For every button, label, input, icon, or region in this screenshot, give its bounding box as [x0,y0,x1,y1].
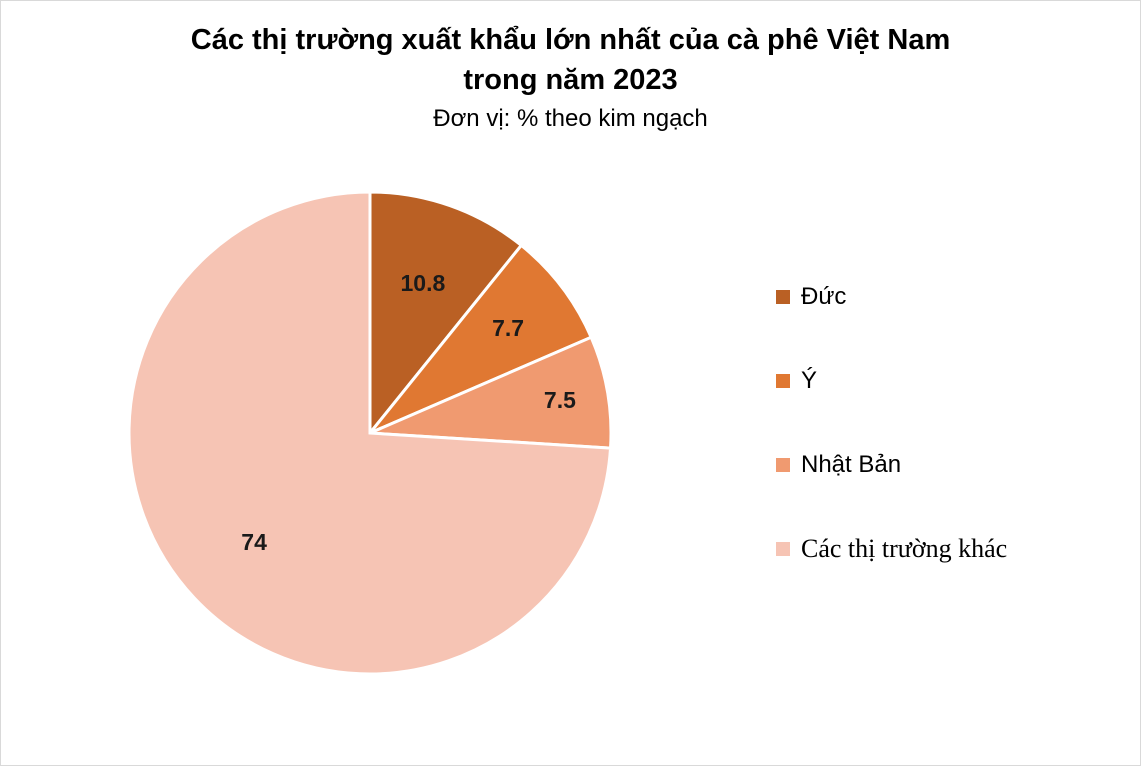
legend-label-y: Ý [801,367,818,394]
pie-slice-duc [368,190,524,438]
legend-swatch-nhat-ban [776,458,790,472]
legend-item-khac: Các thị trường khác [776,532,1007,566]
legend-swatch-khac [776,542,790,556]
data-label-duc: 10.8 [401,270,446,296]
legend-item-duc: Đức [776,280,1007,314]
legend-label-duc: Đức [801,283,847,310]
legend-label-khac: Các thị trường khác [801,534,1008,563]
legend-item-y: Ý [776,364,1007,398]
legend-label-nhat-ban: Nhật Bản [801,451,902,478]
legend-swatch-y [776,374,790,388]
data-label-nhat-ban: 7.5 [544,387,576,413]
pie-slice-nhat-ban [369,335,613,450]
data-label-y: 7.7 [492,315,524,341]
chart-title-line2: trong năm 2023 [463,64,678,96]
pie-slice-y [368,243,594,435]
legend-item-nhat-ban: Nhật Bản [776,448,1007,482]
data-label-khac: 74 [241,529,267,555]
legend: Đức Ý Nhật Bản Các thị trường khác [776,280,1007,616]
chart-title-line1: Các thị trường xuất khẩu lớn nhất của cà… [190,24,951,56]
legend-swatch-duc [776,290,790,304]
pie-slice-khac [127,190,613,676]
chart-subtitle: Đơn vị: % theo kim ngạch [433,105,708,132]
chart-title: Các thị trường xuất khẩu lớn nhất của cà… [0,20,1141,100]
